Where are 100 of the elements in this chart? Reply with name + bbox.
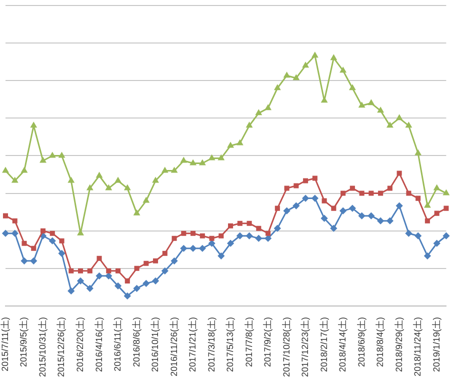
point	[359, 190, 364, 196]
point	[68, 288, 74, 294]
x-tick-label: 2016/8/6(土)	[131, 316, 142, 367]
point	[49, 152, 56, 158]
point	[162, 250, 168, 256]
point	[387, 122, 393, 128]
point	[134, 266, 140, 271]
point	[114, 282, 122, 290]
x-tick-label: 2016/6/11(土)	[112, 316, 123, 372]
point	[59, 238, 64, 244]
point	[190, 230, 196, 236]
point	[386, 218, 394, 224]
x-tick-label: 2018/4/14(土)	[338, 316, 348, 372]
point	[274, 225, 281, 232]
point	[312, 52, 318, 58]
point	[171, 258, 178, 264]
point	[227, 240, 234, 247]
point	[358, 102, 365, 108]
point	[349, 205, 356, 212]
point	[312, 195, 318, 202]
x-tick-label: 2016/10/1(土)	[150, 316, 160, 372]
point	[302, 62, 308, 68]
point	[246, 232, 253, 240]
x-tick-label: 2017/12/23(土)	[300, 316, 310, 378]
x-tick-label: 2018/8/4(土)	[375, 316, 386, 367]
point	[124, 278, 130, 284]
point	[199, 245, 206, 252]
point	[12, 218, 18, 224]
point	[228, 223, 234, 228]
point	[340, 208, 346, 214]
point	[414, 232, 422, 240]
x-tick-label: 2018/11/24(土)	[412, 316, 423, 376]
point	[405, 230, 412, 237]
point	[303, 178, 308, 184]
point	[406, 122, 412, 128]
point	[124, 292, 131, 300]
x-tick-label: 2015/9/5(土)	[18, 316, 29, 367]
point	[368, 190, 374, 196]
point	[86, 285, 94, 292]
point	[105, 272, 112, 280]
point	[350, 84, 356, 90]
point	[228, 142, 234, 148]
point	[153, 258, 158, 264]
point	[340, 190, 346, 196]
x-tick-label: 2015/10/31(土)	[37, 316, 48, 378]
point	[378, 107, 384, 113]
point	[368, 100, 374, 106]
point	[350, 186, 355, 191]
point	[340, 67, 346, 73]
point	[396, 202, 403, 210]
point	[274, 84, 280, 90]
point	[58, 250, 66, 257]
point	[134, 285, 140, 292]
point	[237, 140, 243, 146]
point	[208, 240, 216, 247]
point	[162, 268, 168, 274]
point	[266, 230, 271, 236]
point	[406, 190, 412, 196]
point	[321, 97, 328, 103]
point	[368, 212, 374, 220]
point	[21, 258, 28, 264]
point	[30, 258, 37, 264]
point	[49, 238, 56, 244]
point	[331, 206, 336, 211]
point	[434, 210, 440, 216]
point	[284, 208, 290, 214]
x-tick-label: 2017/3/18(土)	[206, 316, 216, 372]
point	[415, 150, 421, 156]
point	[246, 220, 252, 226]
point	[199, 160, 206, 166]
point	[246, 122, 252, 128]
point	[424, 252, 431, 260]
point	[77, 278, 84, 284]
x-tick-label: 2017/5/13(土)	[225, 316, 236, 372]
x-tick-label: 2016/4/16(土)	[94, 316, 104, 372]
point	[200, 233, 205, 238]
point	[31, 246, 36, 251]
point	[22, 240, 27, 246]
point	[58, 152, 65, 158]
point	[68, 268, 74, 274]
x-tick-label: 2017/1/21(土)	[188, 316, 198, 372]
x-tick-label: 2018/2/17(土)	[318, 316, 329, 372]
point	[284, 186, 290, 191]
point	[293, 74, 300, 80]
x-tick-label: 2019/1/19(土)	[431, 316, 442, 372]
point	[330, 225, 337, 232]
point	[256, 226, 262, 231]
point	[387, 186, 392, 191]
point	[424, 202, 430, 208]
point	[96, 272, 103, 280]
point	[152, 278, 159, 284]
point	[274, 206, 280, 211]
point	[358, 212, 366, 220]
x-tick-label: 2016/2/20(土)	[74, 316, 85, 372]
point	[302, 195, 309, 202]
point	[416, 196, 421, 201]
point	[444, 206, 449, 211]
point	[312, 176, 318, 181]
point	[144, 260, 149, 266]
point	[330, 54, 337, 60]
